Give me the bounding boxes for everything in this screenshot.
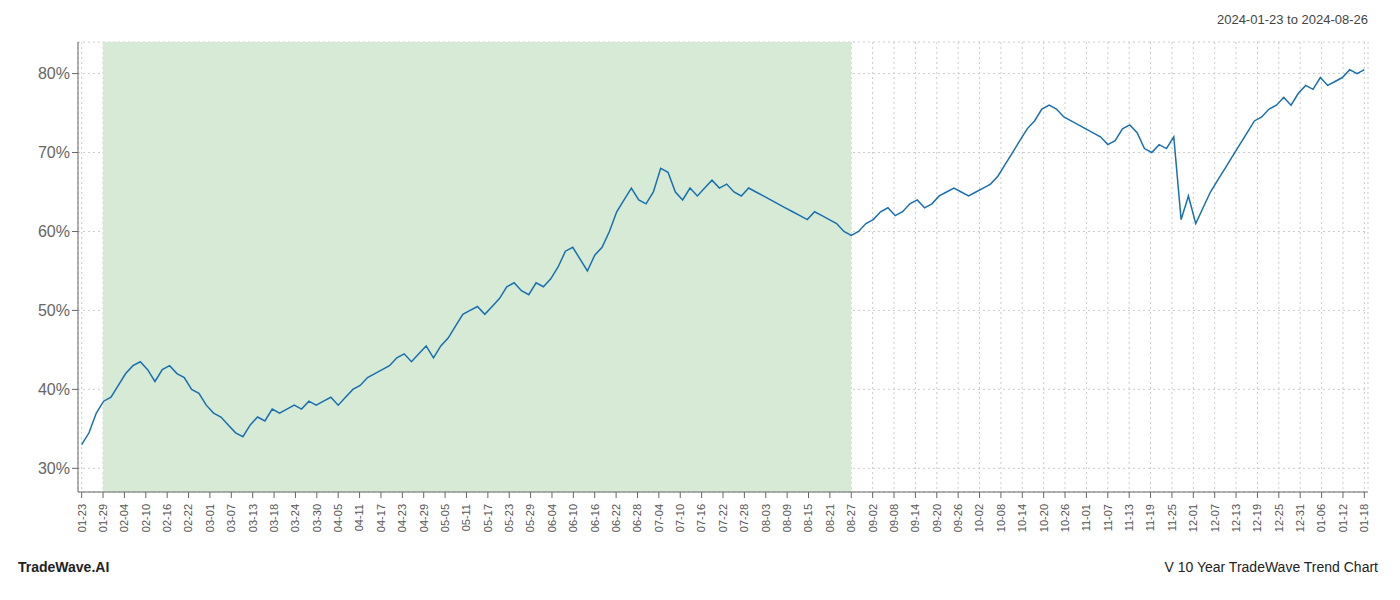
svg-text:06-16: 06-16: [589, 504, 601, 532]
svg-text:03-30: 03-30: [311, 504, 323, 532]
svg-text:04-23: 04-23: [396, 504, 408, 532]
svg-text:05-05: 05-05: [439, 504, 451, 532]
svg-text:02-04: 02-04: [118, 504, 130, 532]
svg-text:07-16: 07-16: [695, 504, 707, 532]
svg-text:02-10: 02-10: [140, 504, 152, 532]
svg-text:02-22: 02-22: [182, 504, 194, 532]
svg-text:08-09: 08-09: [781, 504, 793, 532]
svg-text:60%: 60%: [38, 223, 70, 240]
svg-text:50%: 50%: [38, 302, 70, 319]
svg-text:01-12: 01-12: [1337, 504, 1349, 532]
svg-text:06-04: 06-04: [546, 504, 558, 532]
svg-text:02-16: 02-16: [161, 504, 173, 532]
svg-text:08-03: 08-03: [760, 504, 772, 532]
svg-text:05-11: 05-11: [460, 504, 472, 531]
svg-text:08-21: 08-21: [824, 504, 836, 532]
svg-text:12-19: 12-19: [1251, 504, 1263, 532]
svg-text:03-18: 03-18: [268, 504, 280, 532]
html-text:V 10 Year TradeWave Trend Char: V 10 Year TradeWave Trend Chart: [1164, 559, 1378, 575]
svg-text:09-14: 09-14: [909, 504, 921, 532]
svg-text:05-29: 05-29: [524, 504, 536, 532]
svg-text:12-25: 12-25: [1273, 504, 1285, 532]
svg-text:09-20: 09-20: [931, 504, 943, 532]
svg-text:09-02: 09-02: [866, 504, 878, 532]
svg-text:04-29: 04-29: [418, 504, 430, 532]
svg-text:07-22: 07-22: [717, 504, 729, 532]
svg-text:05-17: 05-17: [482, 504, 494, 532]
svg-text:03-13: 03-13: [247, 504, 259, 532]
svg-text:10-14: 10-14: [1016, 504, 1028, 532]
svg-text:03-24: 03-24: [289, 504, 301, 532]
svg-text:01-23: 01-23: [76, 504, 88, 532]
svg-text:11-25: 11-25: [1166, 504, 1178, 531]
svg-text:10-26: 10-26: [1059, 504, 1071, 532]
svg-text:06-22: 06-22: [610, 504, 622, 532]
svg-text:07-28: 07-28: [738, 504, 750, 532]
svg-text:06-10: 06-10: [567, 504, 579, 532]
html-text:2024-01-23 to 2024-08-26: 2024-01-23 to 2024-08-26: [1216, 12, 1368, 27]
svg-text:12-13: 12-13: [1230, 504, 1242, 532]
svg-text:01-06: 01-06: [1315, 504, 1327, 532]
svg-text:04-17: 04-17: [375, 504, 387, 532]
svg-text:11-13: 11-13: [1123, 504, 1135, 531]
svg-text:30%: 30%: [38, 460, 70, 477]
svg-text:01-18: 01-18: [1358, 504, 1370, 532]
svg-text:10-08: 10-08: [995, 504, 1007, 532]
svg-text:03-07: 03-07: [225, 504, 237, 532]
svg-text:70%: 70%: [38, 144, 70, 161]
svg-text:10-02: 10-02: [973, 504, 985, 532]
svg-text:06-28: 06-28: [631, 504, 643, 532]
svg-text:08-27: 08-27: [845, 504, 857, 532]
svg-text:04-05: 04-05: [332, 504, 344, 532]
svg-text:07-10: 07-10: [674, 504, 686, 532]
svg-text:08-15: 08-15: [802, 504, 814, 532]
svg-text:04-11: 04-11: [353, 504, 365, 531]
svg-text:12-07: 12-07: [1209, 504, 1221, 532]
svg-text:07-04: 07-04: [653, 504, 665, 532]
svg-text:40%: 40%: [38, 381, 70, 398]
svg-text:09-08: 09-08: [888, 504, 900, 532]
svg-text:03-01: 03-01: [204, 504, 216, 532]
svg-text:80%: 80%: [38, 65, 70, 82]
svg-text:10-20: 10-20: [1038, 504, 1050, 532]
svg-text:05-23: 05-23: [503, 504, 515, 532]
svg-text:12-31: 12-31: [1294, 504, 1306, 532]
svg-text:01-29: 01-29: [97, 504, 109, 532]
svg-text:11-01: 11-01: [1080, 504, 1092, 531]
svg-text:09-26: 09-26: [952, 504, 964, 532]
svg-text:11-19: 11-19: [1144, 504, 1156, 531]
svg-text:12-01: 12-01: [1187, 504, 1199, 532]
svg-text:11-07: 11-07: [1102, 504, 1114, 531]
html-text:TradeWave.AI: TradeWave.AI: [18, 559, 110, 575]
